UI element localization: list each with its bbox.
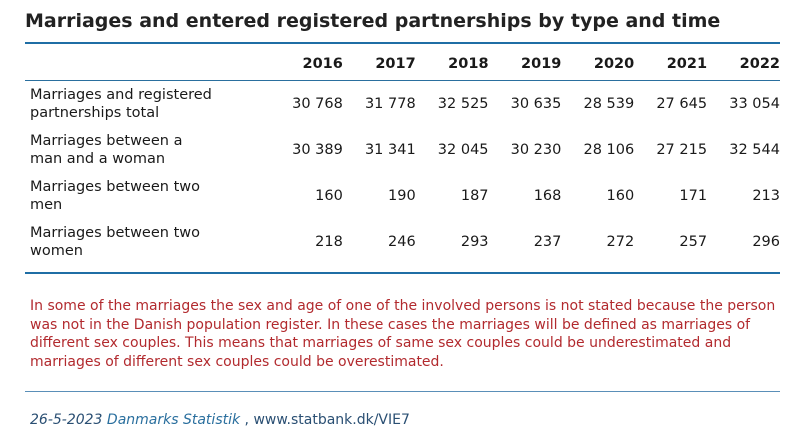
table-cell: 171	[679, 188, 708, 204]
row-label-line: Marriages between two	[30, 225, 200, 241]
row-label-line: man and a woman	[30, 151, 166, 167]
footer-separator: ,	[240, 412, 254, 428]
row-label-line: partnerships total	[30, 105, 160, 121]
table-cell: 296	[752, 234, 780, 250]
table-cell: 30 635	[510, 96, 562, 112]
row-label-line: Marriages between two	[30, 179, 200, 195]
table-row: Marriages and registered partnerships to…	[25, 81, 780, 128]
row-label-line: women	[30, 243, 83, 259]
source-footer: 26-5-2023 Danmarks Statistik , www.statb…	[30, 412, 410, 428]
table-cell: 187	[460, 188, 489, 204]
table-row: Marriages between a man and a woman 30 3…	[25, 127, 780, 173]
table-cell: 190	[388, 188, 416, 204]
row-label: Marriages and registered partnerships to…	[25, 81, 270, 128]
table-cell: 30 389	[292, 142, 343, 158]
year-header: 2019	[488, 50, 562, 81]
footer-source: Danmarks Statistik	[106, 412, 241, 428]
row-label-line: Marriages and registered	[30, 87, 212, 103]
table-cell: 32 525	[437, 96, 489, 112]
table-cell: 31 778	[364, 96, 416, 112]
table-header-row: 2016 2017 2018 2019 2020 2021 2022	[25, 50, 780, 81]
table-cell: 30 768	[292, 96, 343, 112]
table-cell: 27 645	[656, 96, 708, 112]
table-cell: 33 054	[729, 96, 780, 112]
row-label-line: men	[30, 197, 63, 213]
table-cell: 32 544	[729, 142, 780, 158]
table-cell: 257	[679, 234, 708, 250]
table-cell: 28 539	[583, 96, 635, 112]
footnote: In some of the marriages the sex and age…	[30, 298, 776, 370]
table-cell: 32 045	[437, 142, 489, 158]
table-cell: 160	[606, 188, 635, 204]
data-table: 2016 2017 2018 2019 2020 2021 2022 Marri…	[25, 50, 780, 265]
table-cell: 237	[533, 234, 562, 250]
table-cell: 27 215	[656, 142, 708, 158]
footer-url-link[interactable]: www.statbank.dk/VIE7	[253, 412, 410, 428]
header-divider	[25, 42, 780, 44]
year-header: 2021	[634, 50, 708, 81]
table-row: Marriages between two women 218 246 293 …	[25, 219, 780, 265]
table-cell: 246	[388, 234, 416, 250]
table-bottom-divider	[25, 272, 780, 274]
table-cell: 28 106	[583, 142, 635, 158]
table-row: Marriages between two men 160 190 187 16…	[25, 173, 780, 219]
year-header: 2018	[415, 50, 489, 81]
year-header: 2022	[707, 50, 780, 81]
table-cell: 272	[606, 234, 635, 250]
page-title: Marriages and entered registered partner…	[25, 10, 721, 32]
row-label: Marriages between two women	[25, 219, 270, 265]
row-label-line: Marriages between a	[30, 133, 183, 149]
row-label: Marriages between two men	[25, 173, 270, 219]
table-cell: 30 230	[510, 142, 562, 158]
footer-date: 26-5-2023	[30, 412, 103, 428]
footer-divider	[25, 391, 780, 392]
row-label: Marriages between a man and a woman	[25, 127, 270, 173]
year-header: 2017	[342, 50, 416, 81]
table-cell: 168	[533, 188, 562, 204]
table-cell: 31 341	[364, 142, 416, 158]
table-cell: 293	[460, 234, 489, 250]
year-header: 2016	[270, 50, 343, 81]
table-cell: 160	[315, 188, 343, 204]
table-cell: 213	[752, 188, 780, 204]
year-header: 2020	[561, 50, 635, 81]
row-label-header	[25, 50, 270, 81]
table-cell: 218	[315, 234, 343, 250]
